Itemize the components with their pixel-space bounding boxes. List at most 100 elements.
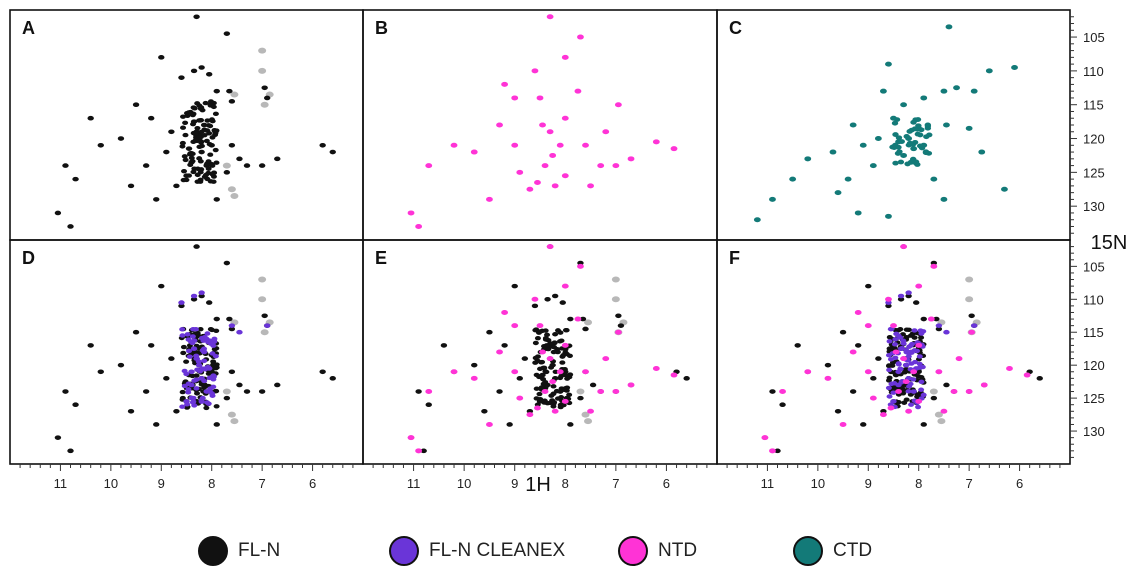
peak-fl-n-cluster [197,179,204,184]
peak-ntd [516,169,524,175]
legend-label-ntd: NTD [658,540,698,561]
peak-ntd [890,323,897,329]
peak-fl-n-cleanex-cluster [186,354,193,359]
peak-fl-n-cluster [194,391,201,396]
peak-fl-n-cleanex [902,362,910,368]
panel-letter-e: E [375,248,387,268]
peak-fl-n [148,343,155,348]
peak-ctd [859,142,867,148]
peak-fl-n [912,300,920,305]
peak-fl-n [559,300,566,305]
peak-ntd [761,435,769,441]
peak-ntd [905,408,913,414]
x-tick-label: 6 [663,476,670,491]
peak-ntd [587,408,594,414]
peak-fl-n-cluster [213,160,220,165]
peak-ntd [597,389,605,395]
peak-fl-n-cleanex-cluster [891,342,898,347]
peak-fl-n [228,142,236,148]
peak-fl-n [849,389,857,394]
peak-ntd [804,369,812,375]
peak-fl-n [236,156,243,162]
peak-fl-n-cleanex [190,346,198,352]
peak-fl-n-cleanex-cluster [193,377,200,382]
peak-fl-n-cleanex-cluster [184,332,191,337]
peak-fl-n-cluster [189,112,196,118]
peak-fl-n-cleanex-cluster [206,375,213,381]
peak-ctd-cluster [909,156,917,162]
peak-fl-n-cleanex-cluster [189,400,196,405]
peak-fl-n-cluster [552,369,559,374]
x-axes: 11 10 9 8 7 6 11 10 9 8 7 6 11 10 9 8 7 6 [19,464,1061,491]
panel-letter-a: A [22,18,35,38]
peak-fl-n-cluster [210,362,217,367]
peak-ntd [915,342,923,348]
peak-fl-n-cleanex [236,329,243,335]
legend-swatch-ctd [793,536,823,566]
peak-fl-n [223,260,231,266]
peak-ctd-cluster [914,162,921,167]
peak-ntd [486,421,493,427]
peak-fl-n-cleanex-cluster [198,399,205,404]
peak-ntd [900,244,907,250]
panel-frames: A B C D E F [9,9,1071,465]
panel-letter-d: D [22,248,35,268]
peak-ntd [407,435,415,441]
faint-peak [258,276,267,283]
peak-fl-n-cleanex-cluster [179,327,186,332]
peak-ctd [985,68,993,74]
peak-fl-n-cluster [559,360,566,365]
peak-fl-n-cleanex-cluster [897,366,904,371]
peak-fl-n [274,156,281,162]
peak-fl-n [516,376,523,381]
peak-fl-n-cluster [212,130,219,136]
peak-fl-n [506,422,513,427]
peak-ntd [602,129,610,135]
peak-fl-n [168,356,175,361]
peak-ctd [834,190,842,196]
peak-fl-n-cluster [205,166,212,171]
peak-ntd [501,81,508,87]
peak-ntd [561,54,569,60]
peak-fl-n-cleanex-cluster [193,386,200,391]
peak-fl-n-cluster [184,113,191,119]
peak-fl-n-cluster [532,355,539,361]
peak-fl-n [875,356,882,361]
peak-ctd-cluster [918,127,925,133]
peak-fl-n-cleanex-cluster [909,341,916,347]
peak-fl-n [870,376,877,381]
peak-fl-n [683,376,690,381]
peak-fl-n-cluster [202,172,209,178]
peak-fl-n [617,323,625,328]
peak-ntd [885,296,892,302]
peak-fl-n [117,136,125,141]
peak-fl-n [860,422,867,427]
x-tick-label: 6 [309,476,316,491]
peak-fl-n [117,362,125,368]
peak-fl-n-cluster [210,104,217,110]
peak-ntd [892,349,900,355]
peak-fl-n-cluster [183,359,190,364]
peak-fl-n-cleanex-cluster [189,334,196,339]
peak-fl-n [228,99,236,104]
peak-ntd [574,316,582,322]
peak-fl-n [132,102,140,108]
faint-peak [934,411,943,418]
peak-fl-n-cluster [537,397,544,402]
peak-ctd-cluster [915,123,922,129]
peak-fl-n [97,142,104,148]
peak-fl-n-cluster [885,378,892,383]
peak-fl-n-cluster [898,385,905,391]
peak-ctd-cluster [895,144,902,150]
peak-fl-n-cluster [540,381,547,387]
y-axes: 105 110 115 120 125 130 105 110 115 120 125 130 [1070,16,1105,458]
peak-fl-n-cleanex-cluster [898,346,905,351]
peak-fl-n [72,402,79,408]
peak-fl-n-cleanex-cluster [179,404,186,409]
y-tick-label: 125 [1083,165,1105,180]
peak-fl-n-cleanex-cluster [184,402,191,407]
peak-fl-n-cluster [198,129,205,135]
peak-ntd [511,142,519,148]
peak-fl-n [865,283,872,289]
peak-fl-n [236,382,243,388]
